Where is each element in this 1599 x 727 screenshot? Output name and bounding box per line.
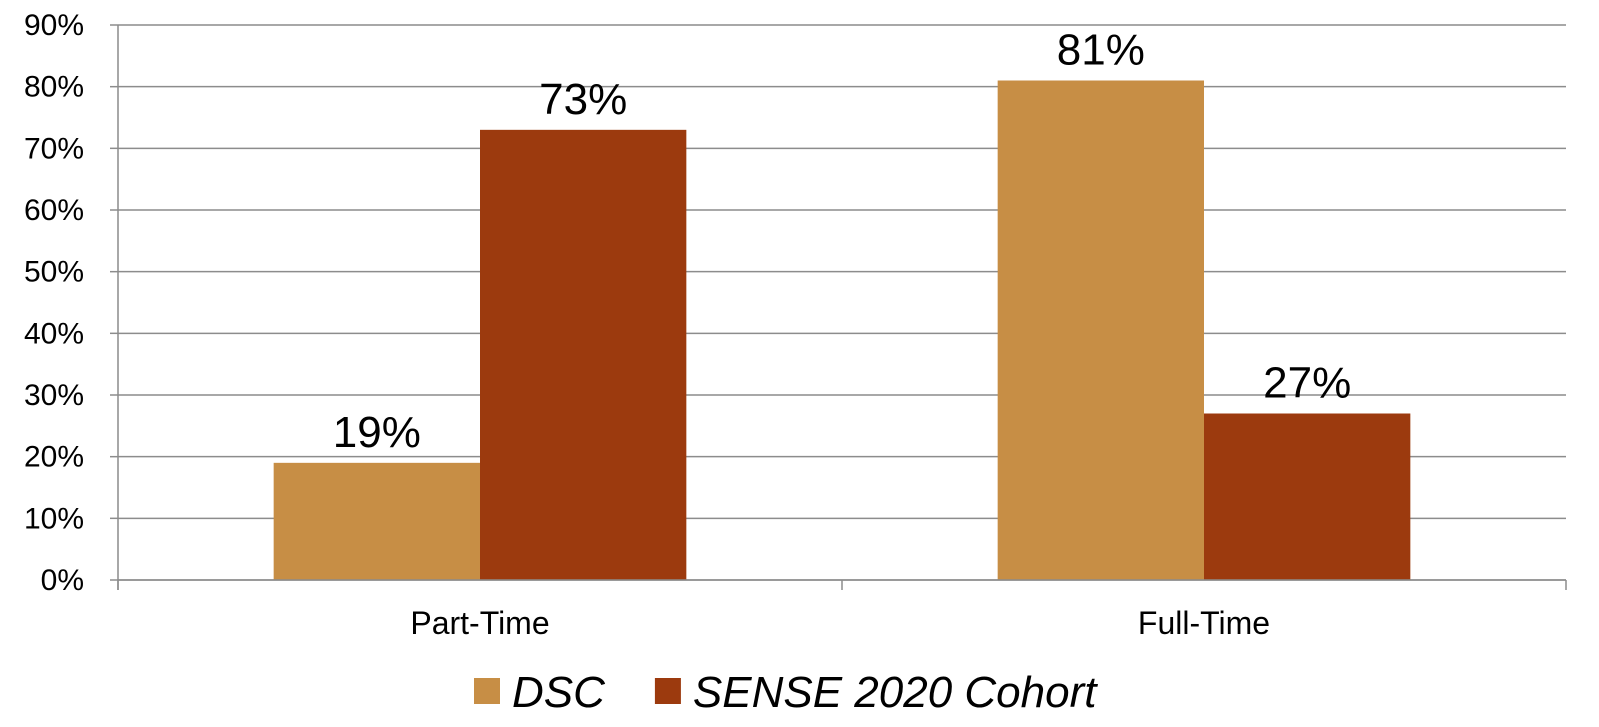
y-tick-label: 30% xyxy=(24,379,84,412)
y-tick-label: 20% xyxy=(24,441,84,474)
y-tick-label: 10% xyxy=(24,502,84,535)
x-tick-label: Part-Time xyxy=(410,605,549,641)
y-tick-label: 90% xyxy=(24,9,84,42)
legend-swatch xyxy=(654,678,681,704)
y-tick-label: 60% xyxy=(24,194,84,227)
x-axis: Part-Time Full-Time xyxy=(117,579,1567,641)
x-tick-label: Full-Time xyxy=(1138,605,1270,641)
y-tick-label: 80% xyxy=(24,71,84,104)
legend-label: DSC xyxy=(512,668,606,717)
data-label: 81% xyxy=(1057,26,1145,75)
data-labels: 19% 73% 81% 27% xyxy=(333,26,1351,457)
data-label: 73% xyxy=(539,75,627,124)
bar xyxy=(997,80,1204,580)
bar xyxy=(1204,413,1411,580)
y-tick-label: 40% xyxy=(24,317,84,350)
y-tick-label: 70% xyxy=(24,132,84,165)
y-axis: 0% 10% 20% 30% 40% 50% 60% 70% 80% 90% xyxy=(24,9,119,597)
data-label: 27% xyxy=(1263,359,1351,408)
y-tick-label: 50% xyxy=(24,256,84,289)
y-tick-label: 0% xyxy=(41,564,84,597)
legend-label: SENSE 2020 Cohort xyxy=(693,668,1098,717)
bars xyxy=(273,80,1411,581)
bar xyxy=(480,129,687,581)
legend: DSC SENSE 2020 Cohort xyxy=(474,668,1098,717)
bar xyxy=(273,462,480,580)
legend-swatch xyxy=(474,678,500,704)
data-label: 19% xyxy=(333,408,421,457)
